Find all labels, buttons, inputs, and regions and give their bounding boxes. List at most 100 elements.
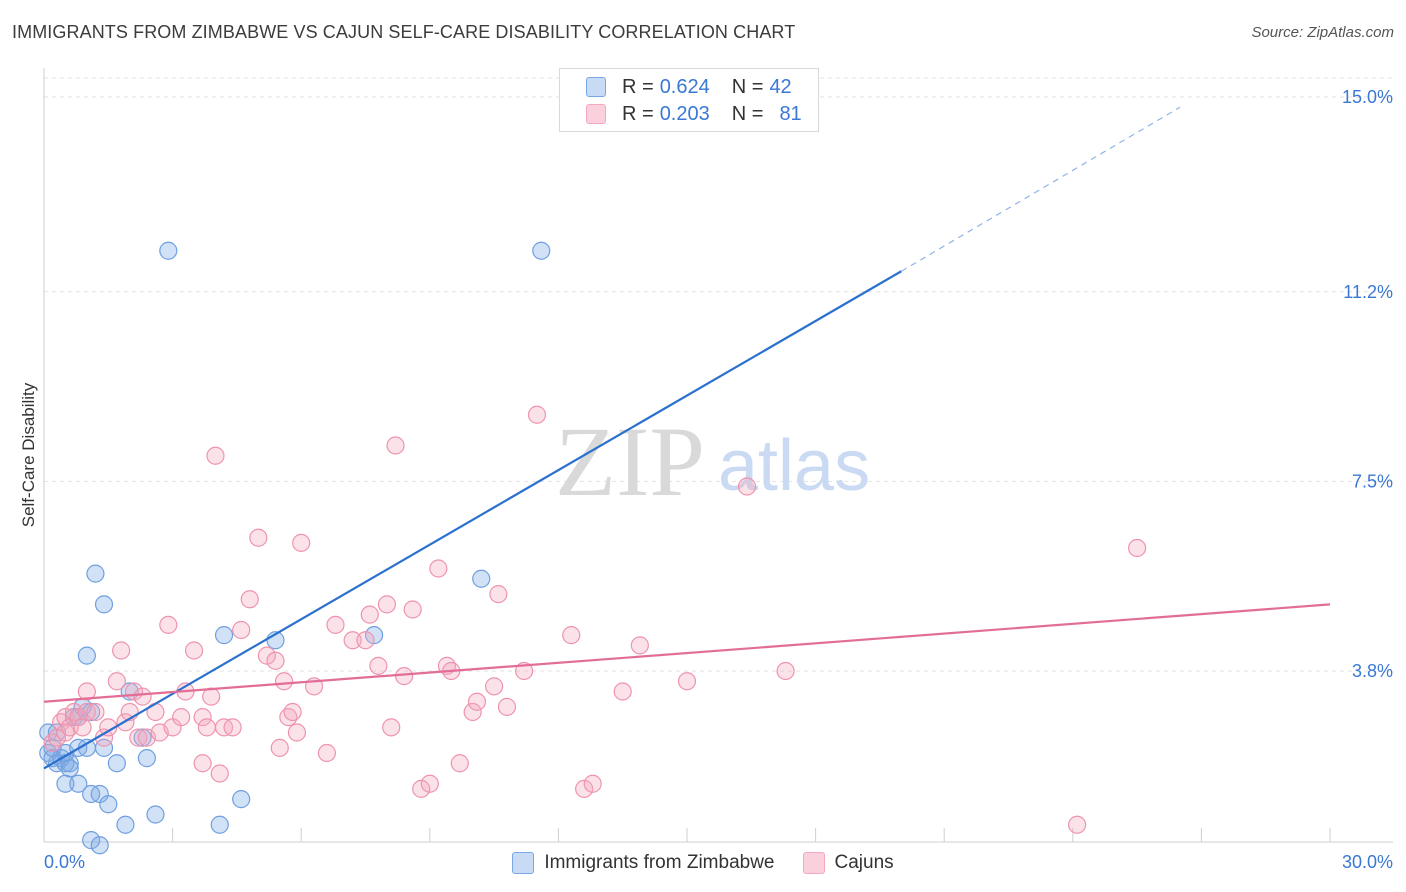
- zimbabwe-point: [146, 805, 165, 824]
- cajun-point: [562, 626, 581, 645]
- cajun-point: [394, 667, 414, 686]
- zimbabwe-point: [116, 815, 135, 834]
- cajun-point: [489, 585, 508, 604]
- legend-swatch-blue: [586, 77, 606, 97]
- zimbabwe-trend-line: [43, 270, 902, 770]
- cajun-point: [193, 754, 212, 773]
- cajun-point: [429, 559, 448, 578]
- cajun-point: [575, 779, 594, 798]
- zimbabwe-point: [82, 831, 101, 850]
- cajun-point: [193, 708, 212, 727]
- cajun-point: [223, 718, 242, 737]
- zimbabwe-point: [60, 759, 79, 778]
- cajun-point: [467, 692, 487, 711]
- zimbabwe-point: [94, 595, 114, 614]
- cajun-point: [270, 738, 289, 757]
- zimbabwe-point: [137, 749, 156, 768]
- cajun-point: [377, 595, 397, 614]
- cajun-point: [360, 605, 379, 624]
- cajun-point: [107, 672, 126, 691]
- legend-n-label: N =: [731, 75, 764, 98]
- cajun-point: [287, 723, 307, 742]
- zimbabwe-point: [86, 564, 105, 583]
- cajun-point: [133, 687, 152, 706]
- zimbabwe-point: [107, 754, 126, 773]
- zimbabwe-point: [77, 646, 96, 665]
- cajun-point: [343, 631, 362, 650]
- zimbabwe-point: [364, 626, 384, 645]
- cajun-point: [73, 718, 92, 737]
- series-legend-label: Cajuns: [834, 852, 894, 873]
- cajun-point: [403, 600, 422, 619]
- legend-r-label: R =: [622, 102, 654, 125]
- cajun-point: [86, 702, 105, 722]
- cajun-point: [630, 636, 649, 655]
- zimbabwe-trend-extension: [901, 106, 1181, 272]
- cajun-point: [274, 672, 294, 691]
- cajun-point: [382, 718, 401, 737]
- cajun-point: [317, 743, 337, 763]
- zimbabwe-point: [94, 738, 114, 757]
- cajun-point: [450, 754, 469, 773]
- watermark-zip: ZIP: [555, 406, 705, 517]
- cajun-point: [386, 436, 405, 455]
- cajun-point: [369, 656, 388, 675]
- cajun-point: [210, 764, 229, 783]
- cajun-point: [257, 646, 277, 665]
- zimbabwe-point: [472, 569, 491, 588]
- cajun-point: [56, 708, 75, 727]
- cajun-point: [1067, 815, 1087, 834]
- cajun-point: [197, 718, 216, 737]
- zimbabwe-point: [214, 626, 234, 645]
- series-points: [39, 241, 1147, 855]
- zimbabwe-point: [232, 790, 251, 809]
- x-tick-label-max: 30.0%: [1342, 852, 1393, 872]
- cajun-point: [677, 672, 697, 691]
- cajun-point: [463, 702, 482, 722]
- zimbabwe-point: [133, 728, 152, 747]
- series-swatch-pink: [802, 852, 825, 874]
- grid-lines: [44, 77, 1393, 672]
- cajun-point: [159, 615, 178, 634]
- x-tick-labels: 0.0% 30.0%: [44, 852, 1393, 872]
- cajun-point: [172, 708, 191, 727]
- cajun-point: [77, 682, 96, 701]
- zimbabwe-point: [90, 836, 109, 855]
- trend-lines: [43, 106, 1331, 770]
- legend-n-value: 42: [769, 75, 792, 98]
- legend-row-cajuns: R = 0.203 N = 81: [586, 102, 802, 126]
- cajun-trend-line: [43, 603, 1331, 703]
- y-tick-label: 7.5%: [1352, 471, 1393, 491]
- zimbabwe-point: [99, 795, 118, 814]
- series-legend: Immigrants from Zimbabwe Cajuns: [0, 852, 1406, 874]
- watermark: ZIP atlas: [555, 406, 870, 517]
- series-swatch-blue: [512, 852, 535, 874]
- cajun-point: [527, 405, 547, 424]
- legend-r-value: 0.624: [659, 75, 710, 98]
- cajun-point: [583, 774, 602, 793]
- watermark-atlas: atlas: [718, 426, 870, 506]
- cajun-point: [1127, 538, 1147, 558]
- cajun-point: [292, 533, 311, 552]
- cajun-point: [356, 631, 375, 650]
- cajun-point: [112, 641, 131, 660]
- y-tick-label: 11.2%: [1343, 282, 1393, 302]
- series-legend-item-cajuns: Cajuns: [802, 852, 894, 874]
- zimbabwe-point: [60, 754, 79, 773]
- legend-n-value: 81: [779, 102, 802, 125]
- legend-row-zimbabwe: R = 0.624 N = 42: [586, 75, 792, 99]
- cajun-point: [249, 528, 268, 547]
- series-legend-item-zimbabwe: Immigrants from Zimbabwe: [512, 852, 775, 874]
- cajun-point: [497, 697, 517, 716]
- cajun-point: [283, 702, 302, 722]
- zimbabwe-point: [159, 241, 178, 260]
- chart-title: IMMIGRANTS FROM ZIMBABWE VS CAJUN SELF-C…: [12, 22, 796, 42]
- cajun-point: [420, 774, 439, 793]
- legend-r-label: R =: [622, 75, 654, 98]
- axes: [43, 68, 1393, 843]
- cajun-point: [69, 708, 88, 727]
- source-label: Source: ZipAtlas.com: [1251, 24, 1394, 41]
- cajun-point: [184, 641, 204, 660]
- cajun-point: [240, 590, 259, 609]
